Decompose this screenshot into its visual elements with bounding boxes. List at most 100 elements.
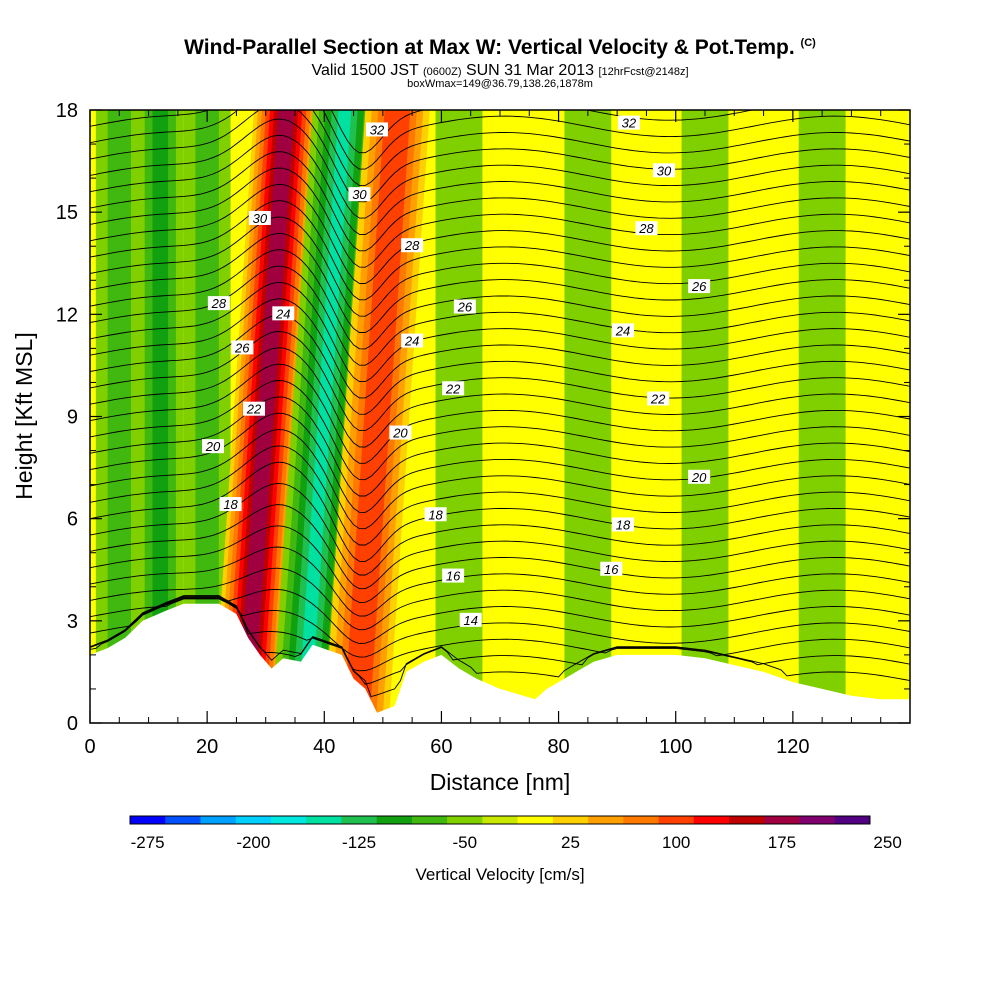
colorbar-tick-label: 250 — [873, 833, 901, 852]
contour-label: 20 — [691, 470, 707, 485]
theta-contour-line — [90, 525, 910, 603]
contour-label: 24 — [404, 334, 419, 349]
contour-label: 26 — [457, 300, 473, 315]
theta-contour-line — [90, 595, 910, 698]
contour-label-bg — [459, 612, 482, 627]
theta-contour-line — [90, 396, 910, 497]
chart-title-main: Wind-Parallel Section at Max W: Vertical… — [184, 36, 795, 59]
colorbar-swatch — [729, 816, 765, 824]
theta-contours — [90, 110, 910, 698]
theta-contour-line — [90, 134, 910, 235]
contour-label-bg — [688, 279, 711, 294]
theta-contour-line — [90, 429, 910, 530]
contour-label-bg — [612, 517, 634, 532]
contour-label-bg — [248, 210, 271, 225]
contour-label-bg — [442, 568, 465, 583]
axes: 0 20 40 60 80 100 120 0 3 6 9 12 15 18 — [56, 100, 910, 758]
theta-contour-line — [90, 281, 910, 383]
y-tick-label: 0 — [67, 713, 78, 735]
velocity-band-8-level-1 — [681, 110, 729, 723]
colorbar-swatch — [588, 816, 624, 824]
contour-label-bg — [202, 439, 224, 454]
contour-label-bg — [688, 469, 711, 484]
chart-title: Wind-Parallel Section at Max W: Vertical… — [0, 36, 1000, 60]
contour-label: 24 — [615, 323, 630, 338]
y-tick-label: 3 — [67, 611, 78, 633]
contour-label-bg — [348, 187, 371, 202]
contour-label: 18 — [223, 497, 238, 512]
colorbar-swatch — [482, 816, 518, 824]
contour-label-bg — [366, 122, 388, 137]
contour-label: 24 — [275, 306, 290, 321]
theta-contour-line — [90, 167, 910, 268]
x-tick-label: 80 — [547, 736, 569, 758]
forecast-info: [12hrFcst@2148z] — [598, 66, 689, 78]
theta-contour-line — [90, 314, 910, 415]
valid-date: SUN 31 Mar 2013 — [465, 62, 595, 79]
contour-label: 28 — [404, 238, 420, 253]
contour-label-bg — [219, 497, 242, 512]
theta-contour-line — [90, 183, 910, 284]
contour-label-bg — [272, 306, 295, 321]
x-axis-label: Distance [nm] — [430, 769, 571, 795]
contour-label-bg — [424, 507, 447, 522]
colorbar-tick-label: -125 — [342, 833, 376, 852]
colorbar-swatch — [130, 816, 166, 824]
theta-contour-line — [90, 110, 910, 203]
colorbar-tick-label: 175 — [768, 833, 796, 852]
colorbar-tick-label: -200 — [236, 833, 270, 852]
contour-label: 30 — [253, 211, 268, 226]
contour-label-bg — [389, 425, 412, 440]
theta-contour-line — [90, 412, 910, 513]
colorbar-swatch — [517, 816, 554, 824]
contour-label: 18 — [428, 507, 443, 522]
colorbar-swatch — [200, 816, 237, 824]
theta-contour-line — [90, 597, 910, 658]
x-tick-label: 20 — [196, 736, 218, 758]
velocity-band-4-level-5 — [297, 110, 352, 723]
colorbar-swatch — [447, 816, 483, 824]
colorbar-swatch — [411, 816, 448, 824]
valid-time: Valid 1500 JST — [311, 62, 419, 79]
contour-label: 20 — [205, 439, 221, 454]
theta-contour-line — [90, 249, 910, 350]
theta-contour-line — [90, 232, 910, 333]
theta-contour-line — [90, 298, 910, 399]
contour-label: 22 — [246, 402, 262, 417]
contour-label: 32 — [622, 116, 637, 131]
velocity-band-5-level-5 — [350, 110, 404, 723]
contour-label: 22 — [650, 391, 666, 406]
colorbar-swatch — [658, 816, 695, 824]
contour-label-bg — [653, 163, 675, 178]
contour-label: 30 — [352, 187, 367, 202]
contour-label: 22 — [445, 381, 461, 396]
theta-contour-line — [90, 596, 910, 672]
theta-contour-line — [90, 363, 910, 464]
x-tick-label: 0 — [84, 736, 95, 758]
colorbar-swatch — [834, 816, 871, 824]
theta-contour-line — [90, 110, 910, 170]
contour-label: 20 — [392, 426, 408, 441]
colorbar-swatch — [764, 816, 800, 824]
x-tick-label: 60 — [430, 736, 452, 758]
x-tick-label: 120 — [776, 736, 809, 758]
velocity-band-7-level-1 — [564, 110, 612, 723]
y-tick-label: 6 — [67, 509, 78, 531]
contour-label-bg — [600, 561, 623, 576]
contour-label-bg — [647, 391, 670, 406]
contour-label-bg — [231, 340, 254, 355]
colorbar-swatch — [341, 816, 377, 824]
y-tick-label: 9 — [67, 407, 78, 429]
x-tick-label: 100 — [659, 736, 692, 758]
theta-contour-line — [90, 200, 910, 301]
contour-label-bg — [207, 296, 230, 311]
contour-label: 32 — [370, 122, 385, 137]
theta-contour-line — [90, 445, 910, 546]
contour-label-bg — [401, 238, 424, 253]
colorbar: -275 -200 -125 -50 25 100 175 250 — [129, 815, 902, 852]
velocity-band-0-level-2 — [107, 110, 131, 723]
contour-label-bg — [635, 221, 658, 236]
contour-label-bg — [612, 323, 634, 338]
contour-label: 26 — [691, 279, 707, 294]
